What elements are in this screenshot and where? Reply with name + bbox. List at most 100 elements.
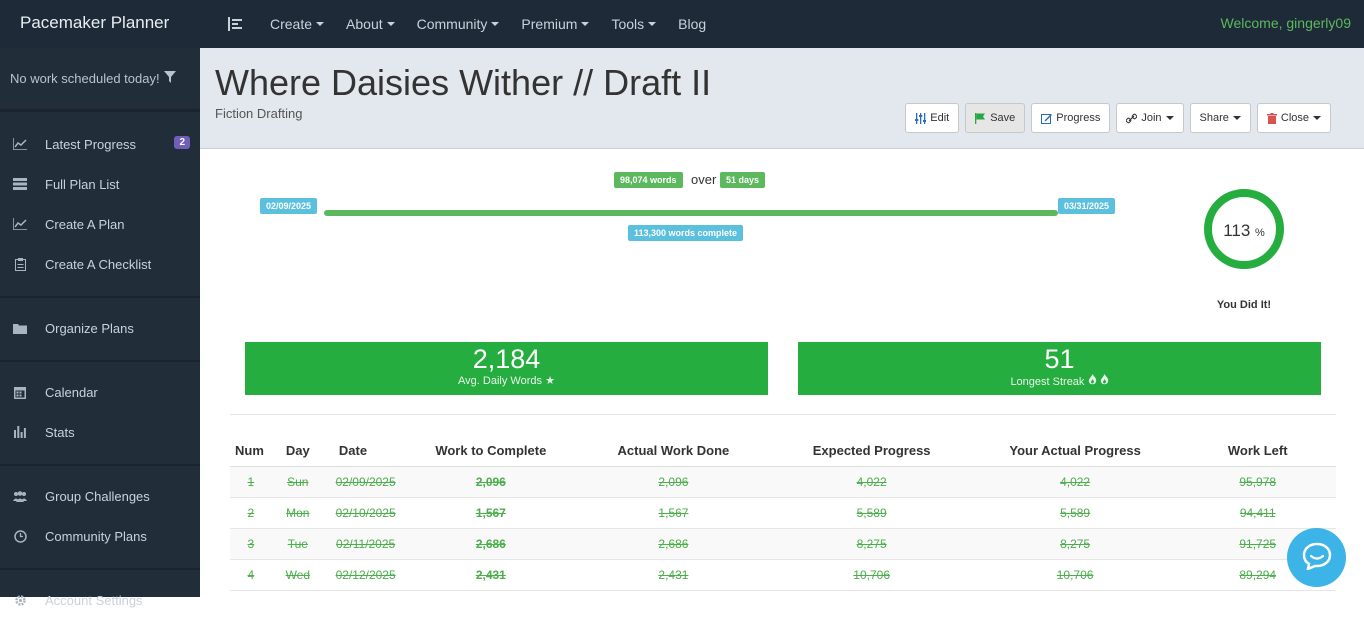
avg-daily-words-box: 2,184 Avg. Daily Words ★ <box>245 342 768 395</box>
longest-streak-label: Longest Streak <box>1010 376 1085 388</box>
save-button[interactable]: Save <box>965 103 1026 133</box>
share-button[interactable]: Share <box>1189 103 1251 133</box>
gear-icon <box>12 593 28 607</box>
clock-icon <box>12 529 28 543</box>
sidebar-item-organize-plans[interactable]: Organize Plans <box>0 308 200 348</box>
start-date-pill: 02/09/2025 <box>260 198 318 214</box>
chart-icon <box>12 137 28 151</box>
sidebar-group-account: Account Settings <box>0 568 200 632</box>
close-button[interactable]: Close <box>1256 103 1331 133</box>
plan-type-subtitle: Fiction Drafting <box>215 106 303 121</box>
sidebar-item-full-plan-list[interactable]: Full Plan List <box>0 164 200 204</box>
chevron-down-icon <box>316 22 325 26</box>
nav-blog[interactable]: Blog <box>678 16 707 32</box>
star-icon: ★ <box>545 375 555 387</box>
completion-percent: 113 % <box>1223 221 1265 240</box>
chevron-down-icon <box>386 22 395 26</box>
chevron-down-icon <box>1232 116 1241 120</box>
sliders-icon <box>915 112 927 124</box>
sidebar-group-plans: Latest Progress 2 Full Plan List Create … <box>0 110 200 296</box>
sidebar-group-community: Group Challenges Community Plans <box>0 464 200 568</box>
chat-bubble-icon <box>1302 542 1332 573</box>
progress-button[interactable]: Progress <box>1031 103 1111 133</box>
over-label: over <box>691 172 717 187</box>
table-row[interactable]: 3 Tue 02/11/2025 2,686 2,686 8,275 8,275… <box>230 528 1336 560</box>
filter-icon[interactable] <box>163 71 176 86</box>
longest-streak-box: 51 Longest Streak <box>798 342 1321 395</box>
link-icon <box>1126 113 1138 124</box>
col-num[interactable]: Num <box>230 435 272 467</box>
nav-tools[interactable]: Tools <box>611 16 657 32</box>
avg-daily-words-value: 2,184 <box>472 344 541 374</box>
sidebar-group-organize: Organize Plans <box>0 296 200 360</box>
table-row[interactable]: 2 Mon 02/10/2025 1,567 1,567 5,589 5,589… <box>230 497 1336 529</box>
list-icon <box>12 177 28 191</box>
completion-donut <box>1204 189 1284 269</box>
schedule-table: Num Day Date Work to Complete Actual Wor… <box>230 435 1336 591</box>
duration-days-pill: 51 days <box>720 172 766 188</box>
fire-icon <box>1100 374 1109 388</box>
divider <box>230 414 1336 415</box>
nav-about[interactable]: About <box>346 16 395 32</box>
end-date-pill: 03/31/2025 <box>1058 198 1116 214</box>
col-expected-progress[interactable]: Expected Progress <box>772 435 971 467</box>
flag-icon <box>975 112 986 124</box>
notification-badge: 2 <box>174 136 190 149</box>
chevron-down-icon <box>1313 116 1321 120</box>
fire-icon <box>1088 374 1097 388</box>
sidebar-item-community-plans[interactable]: Community Plans <box>0 516 200 556</box>
sidebar-item-calendar[interactable]: Calendar <box>0 372 200 412</box>
words-complete-pill: 113,300 words complete <box>628 225 744 241</box>
col-work-to-complete[interactable]: Work to Complete <box>407 435 575 467</box>
avg-daily-words-label: Avg. Daily Words <box>458 375 543 387</box>
brand-logo[interactable]: Pacemaker Planner <box>20 13 170 32</box>
completion-message: You Did It! <box>1216 299 1272 311</box>
page-title: Where Daisies Wither // Draft II <box>215 62 712 103</box>
bar-chart-icon <box>12 425 28 439</box>
welcome-user-link[interactable]: Welcome, gingerly09 <box>1220 15 1351 31</box>
group-icon <box>12 489 28 503</box>
plan-toolbar: Edit Save Progress Join Share Close <box>899 103 1331 133</box>
folder-icon <box>12 321 28 335</box>
longest-streak-value: 51 <box>1044 344 1075 374</box>
sidebar-toggle-icon[interactable] <box>228 17 242 31</box>
join-button[interactable]: Join <box>1116 103 1184 133</box>
col-date[interactable]: Date <box>323 435 408 467</box>
table-header-row: Num Day Date Work to Complete Actual Wor… <box>230 435 1336 467</box>
col-actual-progress[interactable]: Your Actual Progress <box>970 435 1180 467</box>
sidebar-item-latest-progress[interactable]: Latest Progress 2 <box>0 124 200 164</box>
help-chat-button[interactable] <box>1287 528 1346 587</box>
edit-note-icon <box>1041 113 1053 124</box>
target-words-pill: 98,074 words <box>614 172 683 188</box>
sidebar: No work scheduled today! Latest Progress… <box>0 48 200 608</box>
progress-bar <box>324 210 1058 216</box>
chevron-down-icon <box>491 22 500 26</box>
sidebar-item-stats[interactable]: Stats <box>0 412 200 452</box>
nav-create[interactable]: Create <box>270 16 325 32</box>
calendar-icon <box>12 385 28 399</box>
col-day[interactable]: Day <box>271 435 324 467</box>
plan-main: 98,074 words over 51 days 02/09/2025 03/… <box>200 149 1364 597</box>
table-row[interactable]: 4 Wed 02/12/2025 2,431 2,431 10,706 10,7… <box>230 559 1336 591</box>
trash-icon <box>1266 112 1277 124</box>
sidebar-item-group-challenges[interactable]: Group Challenges <box>0 476 200 516</box>
nav-community[interactable]: Community <box>417 16 500 32</box>
nav-premium[interactable]: Premium <box>521 16 590 32</box>
chevron-down-icon <box>1165 116 1174 120</box>
chevron-down-icon <box>581 22 590 26</box>
plan-header: Where Daisies Wither // Draft II Fiction… <box>200 48 1364 149</box>
sidebar-group-calendar: Calendar Stats <box>0 360 200 464</box>
clipboard-icon <box>12 257 28 271</box>
main-nav: Create About Community Premium Tools Blo… <box>228 0 728 48</box>
schedule-status: No work scheduled today! <box>0 48 200 110</box>
col-actual-work-done[interactable]: Actual Work Done <box>574 435 773 467</box>
table-row[interactable]: 1 Sun 02/09/2025 2,096 2,096 4,022 4,022… <box>230 466 1336 498</box>
top-navbar: Pacemaker Planner Create About Community… <box>0 0 1364 48</box>
chart-icon <box>12 217 28 231</box>
chevron-down-icon <box>648 22 657 26</box>
edit-button[interactable]: Edit <box>905 103 960 133</box>
sidebar-item-create-checklist[interactable]: Create A Checklist <box>0 244 200 284</box>
col-work-left[interactable]: Work Left <box>1179 435 1336 467</box>
sidebar-item-account-settings[interactable]: Account Settings <box>0 580 200 620</box>
sidebar-item-create-plan[interactable]: Create A Plan <box>0 204 200 244</box>
